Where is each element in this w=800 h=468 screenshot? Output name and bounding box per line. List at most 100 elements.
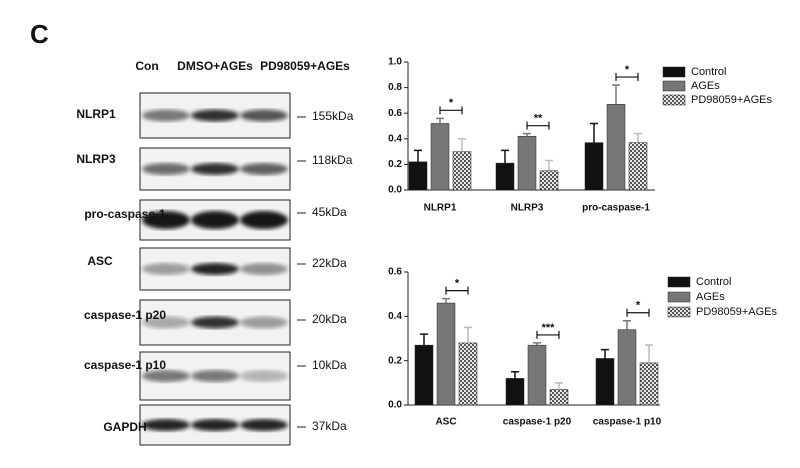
significance-bracket (615, 73, 639, 82)
x-tick-label: pro-caspase-1 (582, 203, 650, 214)
significance-label: * (449, 97, 454, 109)
bar (595, 358, 615, 406)
protein-label: caspase-1 p10 (84, 358, 166, 372)
bar (430, 123, 450, 191)
bar (436, 302, 456, 406)
legend-label: Control (691, 66, 726, 78)
significance-label: ** (534, 113, 543, 125)
bar (458, 342, 478, 406)
protein-label: NLRP3 (76, 152, 116, 166)
y-tick-label: 0.8 (388, 82, 402, 93)
significance-label: *** (542, 322, 556, 334)
error-bar (612, 84, 620, 105)
error-bar (458, 138, 466, 152)
error-bar (464, 326, 472, 343)
x-tick-label: ASC (435, 417, 456, 428)
significance-bracket (536, 330, 560, 339)
significance-bracket (445, 286, 469, 295)
size-label: 118kDa (312, 153, 353, 167)
size-label: 37kDa (312, 419, 347, 433)
protein-label: pro-caspase-1 (84, 207, 166, 221)
bar-charts: 0.00.20.40.60.81.0NLRP1*NLRP3**pro-caspa… (388, 57, 777, 428)
bar (606, 103, 626, 191)
lane-label: Con (135, 59, 158, 73)
band (142, 316, 190, 329)
bar (617, 329, 637, 406)
band (240, 263, 288, 275)
size-label: 10kDa (312, 358, 347, 372)
bar (539, 170, 559, 191)
protein-label: NLRP1 (76, 107, 116, 121)
bar (584, 142, 604, 191)
y-tick-label: 0.6 (388, 108, 402, 119)
bar (549, 389, 569, 406)
band (191, 316, 239, 329)
legend-label: Control (696, 276, 731, 288)
band (142, 211, 190, 229)
error-bar (533, 342, 541, 346)
band (240, 109, 288, 122)
error-bar (442, 297, 450, 304)
size-label: 45kDa (312, 205, 347, 219)
significance-bracket (626, 308, 650, 317)
bar (639, 362, 659, 406)
error-bar (634, 132, 642, 143)
error-bar (545, 159, 553, 171)
bar (505, 378, 525, 406)
band (191, 263, 239, 275)
x-tick-label: NLRP3 (511, 203, 544, 214)
band (240, 316, 288, 329)
y-tick-label: 0.0 (388, 185, 402, 196)
y-tick-label: 0.0 (388, 400, 402, 411)
western-blot: Con DMSO+AGEs PD98059+AGEs NLRP1 155kDa NLRP3… (76, 59, 354, 446)
band (191, 109, 239, 122)
band (142, 263, 190, 275)
band (191, 163, 239, 175)
legend-label: AGEs (691, 80, 720, 92)
x-tick-label: caspase-1 p10 (593, 417, 662, 428)
error-bar (511, 371, 519, 379)
band (142, 419, 190, 431)
significance-bracket (439, 106, 463, 115)
band (142, 109, 190, 122)
protein-label: GAPDH (103, 420, 146, 434)
x-tick-label: NLRP1 (424, 203, 457, 214)
error-bar (623, 320, 631, 330)
protein-label: caspase-1 p20 (84, 308, 166, 322)
bar (628, 142, 648, 191)
band (240, 419, 288, 431)
legend-label: AGEs (696, 291, 725, 303)
x-tick-label: caspase-1 p20 (503, 417, 572, 428)
legend-swatch (662, 80, 686, 92)
y-tick-label: 0.4 (388, 133, 402, 144)
bar (408, 161, 428, 191)
band (240, 163, 288, 175)
legend-label: PD98059+AGEs (691, 94, 773, 106)
error-bar (601, 348, 609, 359)
legend-swatch (662, 94, 686, 106)
bar (414, 344, 434, 406)
band (142, 370, 190, 382)
bar (527, 344, 547, 406)
protein-label: ASC (87, 254, 113, 268)
band (240, 211, 288, 229)
panel-label: C (30, 19, 49, 49)
size-label: 22kDa (312, 256, 347, 270)
size-label: 20kDa (312, 312, 347, 326)
band (240, 370, 288, 382)
y-tick-label: 1.0 (388, 57, 402, 68)
band (142, 163, 190, 175)
bar (495, 162, 515, 191)
band (191, 211, 239, 229)
legend-swatch (667, 276, 691, 288)
error-bar (414, 149, 422, 162)
lane-label: DMSO+AGEs (177, 59, 253, 73)
bar (517, 135, 537, 191)
band (191, 419, 239, 431)
error-bar (523, 132, 531, 137)
legend-label: PD98059+AGEs (696, 306, 778, 318)
lane-label: PD98059+AGEs (260, 59, 350, 73)
y-tick-label: 0.4 (388, 311, 402, 322)
band (191, 370, 239, 382)
